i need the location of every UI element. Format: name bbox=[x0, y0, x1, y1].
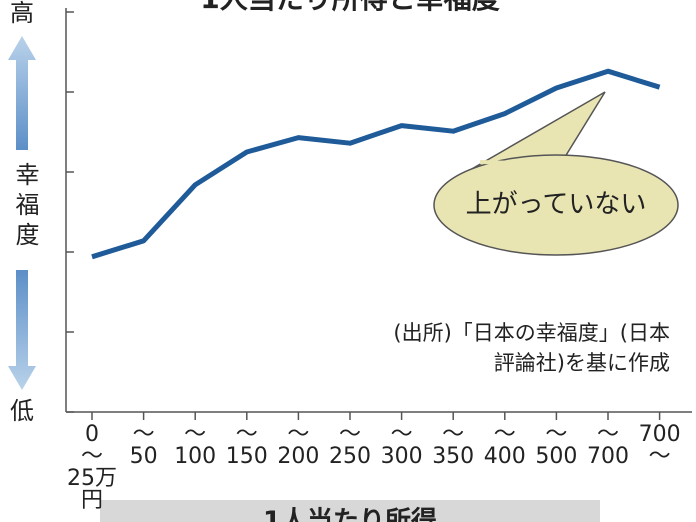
x-tick-label: 〜 100 bbox=[174, 422, 217, 469]
series-line bbox=[91, 68, 661, 260]
x-tick-label: 〜 150 bbox=[225, 422, 268, 469]
y-low-label: 低 bbox=[10, 397, 34, 425]
y-high-label: 高 bbox=[10, 0, 34, 27]
y-axis-title: 幸福度 bbox=[11, 162, 39, 252]
x-tick-label: 〜 300 bbox=[380, 422, 423, 469]
x-tick-label: 〜 50 bbox=[129, 422, 158, 469]
x-tick-label: 〜 200 bbox=[277, 422, 320, 469]
xlabel-band bbox=[100, 500, 600, 522]
bubble-join bbox=[479, 160, 561, 166]
bubble bbox=[433, 154, 679, 256]
x-axis-title: 1人当たり所得 bbox=[263, 507, 437, 522]
chart-title: 1人当たり所得と幸福度 bbox=[200, 0, 499, 15]
x-tick-label: 〜 250 bbox=[329, 422, 371, 469]
down-arrow bbox=[8, 270, 36, 390]
x-tick-label: 0 〜 25万円 bbox=[67, 422, 117, 513]
x-tick-label: 700 〜 bbox=[638, 422, 681, 469]
x-tick-label: 〜 400 bbox=[483, 422, 526, 469]
up-arrow bbox=[8, 36, 36, 150]
x-tick-label: 〜 700 bbox=[587, 422, 629, 469]
x-tick-label: 〜 500 bbox=[535, 422, 578, 469]
x-tick-label: 〜 350 bbox=[432, 422, 475, 469]
source-note: (出所)「日本の幸福度」(日本 評論社)を基に作成 bbox=[393, 321, 670, 375]
annotation: 上がっていない bbox=[466, 190, 647, 220]
